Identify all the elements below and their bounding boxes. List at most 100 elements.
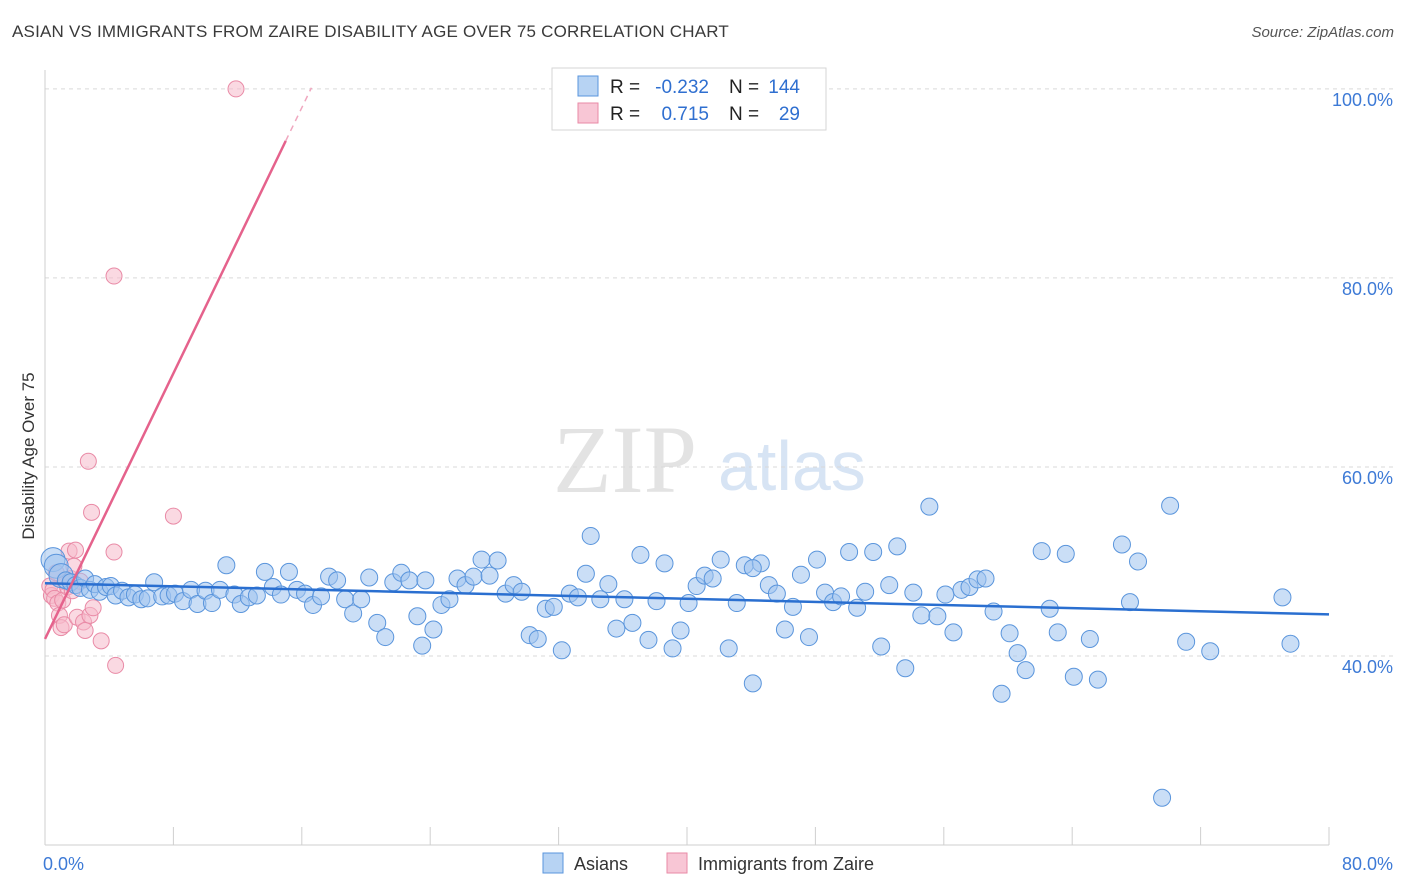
asian-point xyxy=(631,545,650,564)
zaire-point xyxy=(107,656,125,674)
zaire-point xyxy=(227,80,245,98)
asian-point xyxy=(328,571,347,590)
asian-point xyxy=(888,537,907,556)
asian-point xyxy=(1120,593,1139,612)
asian-point xyxy=(775,620,794,639)
asian-point xyxy=(1112,535,1131,554)
x-tick-label: 80.0% xyxy=(1342,854,1393,874)
zaire-point xyxy=(66,541,84,559)
legend-swatch-asians xyxy=(577,75,599,97)
asian-point xyxy=(400,571,419,590)
asian-point xyxy=(1000,624,1019,643)
x-tick-label: 0.0% xyxy=(43,854,84,874)
asian-point xyxy=(976,569,995,588)
legend-n-label-1: N = xyxy=(729,77,759,98)
asian-point xyxy=(655,554,674,573)
asian-point xyxy=(896,659,915,678)
y-tick-label: 60.0% xyxy=(1342,468,1393,488)
asian-point xyxy=(840,543,859,562)
asian-point xyxy=(936,585,955,604)
asian-point xyxy=(920,497,939,516)
zaire-point xyxy=(83,503,101,521)
asian-point xyxy=(856,582,875,601)
asian-point xyxy=(719,639,738,658)
asian-point xyxy=(743,559,762,578)
legend: R = -0.232 N = 144 R = 0.715 N = 29 xyxy=(551,67,827,131)
zaire-point xyxy=(55,616,73,634)
asian-point xyxy=(1064,667,1083,686)
asian-point xyxy=(202,594,221,613)
asian-point xyxy=(623,613,642,632)
y-axis-label: Disability Age Over 75 xyxy=(19,372,38,539)
asian-point xyxy=(1080,629,1099,648)
asian-point xyxy=(376,628,395,647)
asian-point xyxy=(408,607,427,626)
bottom-legend-asians: Asians xyxy=(574,854,628,874)
asian-point xyxy=(217,556,236,575)
watermark: ZIP atlas xyxy=(553,406,866,513)
bottom-legend-zaire: Immigrants from Zaire xyxy=(698,854,874,874)
asian-point xyxy=(864,543,883,562)
asian-point xyxy=(607,619,626,638)
asian-point xyxy=(312,587,331,606)
asian-point xyxy=(904,583,923,602)
gridlines xyxy=(45,88,1394,657)
asian-point xyxy=(1056,544,1075,563)
asian-point xyxy=(944,623,963,642)
asian-point xyxy=(1201,642,1220,661)
asian-point xyxy=(1032,542,1051,561)
asian-point xyxy=(480,566,499,585)
asian-point xyxy=(872,637,891,656)
asian-point xyxy=(279,562,298,581)
asian-point xyxy=(1281,634,1300,653)
asian-point xyxy=(368,613,387,632)
asian-point xyxy=(581,526,600,545)
legend-r-value-2: 0.715 xyxy=(661,104,709,125)
watermark-zip: ZIP xyxy=(553,406,697,513)
asian-point xyxy=(703,569,722,588)
asian-point xyxy=(247,586,266,605)
asian-point xyxy=(880,576,899,595)
asian-point xyxy=(727,594,746,613)
asian-point xyxy=(791,565,810,584)
asian-point xyxy=(647,592,666,611)
legend-r-label-2: R = xyxy=(610,104,640,125)
bottom-legend: Asians Immigrants from Zaire xyxy=(542,852,874,874)
asian-point xyxy=(1016,661,1035,680)
asian-point xyxy=(799,628,818,647)
zaire-trend-extension xyxy=(285,87,313,142)
legend-n-label-2: N = xyxy=(729,104,759,125)
asian-point xyxy=(1088,670,1107,689)
y-tick-label: 80.0% xyxy=(1342,279,1393,299)
asian-point xyxy=(360,568,379,587)
asian-point xyxy=(576,564,595,583)
trend-lines xyxy=(43,87,1330,640)
watermark-atlas: atlas xyxy=(718,427,866,505)
asian-point xyxy=(1048,623,1067,642)
asian-point xyxy=(591,590,610,609)
zaire-point xyxy=(79,452,97,470)
zaire-point xyxy=(76,621,94,639)
x-tick-labels: 0.0% 80.0% xyxy=(43,854,1393,874)
y-tick-labels: 40.0% 60.0% 80.0% 100.0% xyxy=(1332,90,1393,677)
asian-point xyxy=(808,550,827,569)
legend-n-value-2: 29 xyxy=(779,104,800,125)
bottom-legend-swatch-zaire xyxy=(666,852,688,874)
asian-point xyxy=(1177,632,1196,651)
asian-point xyxy=(344,604,363,623)
asian-point xyxy=(671,621,690,640)
asian-point xyxy=(615,590,634,609)
asian-point xyxy=(255,562,274,581)
asian-point xyxy=(464,567,483,586)
asian-point xyxy=(1153,788,1172,807)
asian-point xyxy=(1129,552,1148,571)
asian-point xyxy=(544,597,563,616)
asian-point xyxy=(639,630,658,649)
y-tick-label: 40.0% xyxy=(1342,657,1393,677)
zaire-point xyxy=(105,267,123,285)
asian-point xyxy=(352,590,371,609)
asian-point xyxy=(912,606,931,625)
asian-point xyxy=(743,674,762,693)
asian-point xyxy=(1273,588,1292,607)
